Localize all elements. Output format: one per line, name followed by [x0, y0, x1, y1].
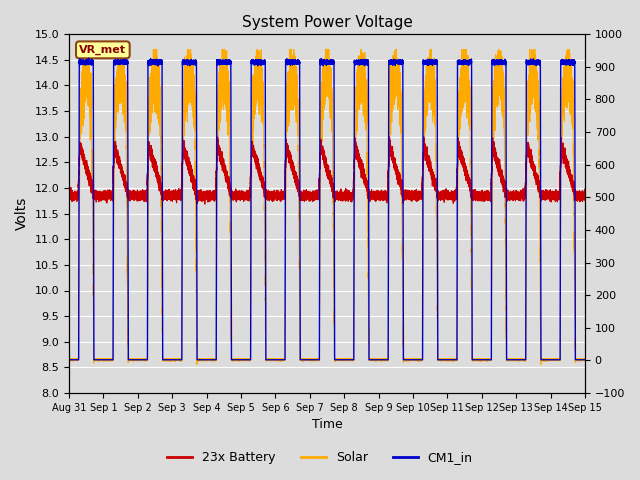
Text: VR_met: VR_met [79, 45, 126, 55]
Legend: 23x Battery, Solar, CM1_in: 23x Battery, Solar, CM1_in [163, 446, 477, 469]
Y-axis label: Volts: Volts [15, 197, 29, 230]
X-axis label: Time: Time [312, 419, 342, 432]
Title: System Power Voltage: System Power Voltage [241, 15, 412, 30]
